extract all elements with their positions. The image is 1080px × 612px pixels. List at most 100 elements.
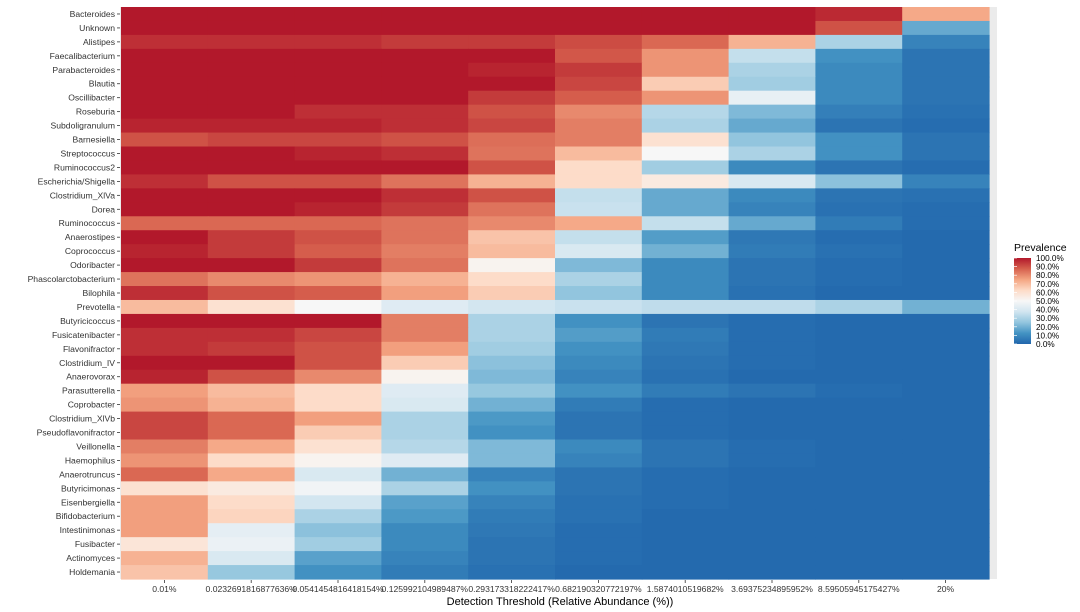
- legend-label: 90.0%: [1036, 263, 1059, 272]
- heatmap-cell: [381, 397, 469, 413]
- heatmap-cell: [641, 216, 730, 231]
- heatmap-cell: [207, 132, 296, 148]
- heatmap-cell: [815, 341, 903, 357]
- heatmap-cell: [641, 272, 730, 287]
- heatmap-cell: [381, 495, 469, 510]
- heatmap-cell: [121, 397, 209, 413]
- heatmap-cell: [381, 244, 469, 259]
- heatmap-cell: [815, 48, 903, 64]
- heatmap-cell: [815, 20, 903, 36]
- heatmap-cell: [728, 565, 816, 580]
- heatmap-cell: [555, 48, 643, 64]
- heatmap-cell: [207, 20, 296, 36]
- heatmap-cell: [555, 397, 643, 413]
- heatmap-cell: [207, 537, 296, 552]
- heatmap-cell: [815, 565, 903, 580]
- heatmap-cell: [815, 34, 903, 50]
- heatmap-cells: [121, 7, 990, 580]
- heatmap-cell: [207, 286, 296, 301]
- heatmap-cell: [468, 509, 556, 524]
- heatmap-cell: [641, 537, 730, 552]
- heatmap-cell: [641, 104, 730, 120]
- heatmap-cell: [294, 467, 382, 482]
- heatmap-cell: [902, 341, 990, 357]
- heatmap-cell: [728, 523, 816, 538]
- heatmap-cell: [728, 355, 816, 371]
- heatmap-cell: [555, 188, 643, 203]
- heatmap-cell: [555, 439, 643, 455]
- heatmap-cell: [207, 174, 296, 189]
- heatmap-cell: [468, 565, 556, 580]
- heatmap-cell: [121, 34, 209, 50]
- heatmap-cell: [641, 160, 730, 176]
- legend-colorbar: [1014, 258, 1031, 344]
- heatmap-cell: [555, 34, 643, 50]
- legend-label: 30.0%: [1036, 314, 1059, 323]
- heatmap-cell: [641, 383, 730, 399]
- heatmap-cell: [728, 104, 816, 120]
- heatmap-cell: [815, 7, 903, 22]
- heatmap-cell: [468, 299, 556, 315]
- heatmap-cell: [728, 48, 816, 64]
- heatmap-cell: [121, 509, 209, 524]
- heatmap-cell: [555, 369, 643, 385]
- heatmap-cell: [121, 230, 209, 245]
- heatmap-cell: [902, 411, 990, 427]
- heatmap-cell: [294, 34, 382, 50]
- heatmap-cell: [728, 481, 816, 496]
- heatmap-cell: [902, 272, 990, 287]
- y-tick-label: Holdemania: [69, 567, 115, 577]
- heatmap-cell: [121, 62, 209, 78]
- heatmap-cell: [815, 383, 903, 399]
- heatmap-cell: [555, 481, 643, 496]
- x-tick-label: 0.682190320772197%: [555, 584, 642, 594]
- heatmap-cell: [381, 341, 469, 357]
- heatmap-cell: [381, 286, 469, 301]
- heatmap-cell: [381, 355, 469, 371]
- heatmap-cell: [468, 425, 556, 441]
- heatmap-cell: [381, 216, 469, 231]
- heatmap-cell: [815, 299, 903, 315]
- heatmap-cell: [728, 272, 816, 287]
- heatmap-cell: [555, 258, 643, 273]
- heatmap-cell: [468, 104, 556, 120]
- heatmap-cell: [294, 118, 382, 134]
- heatmap-cell: [294, 481, 382, 496]
- heatmap-cell: [381, 174, 469, 189]
- heatmap-cell: [468, 230, 556, 245]
- heatmap-cell: [207, 216, 296, 231]
- heatmap-cell: [815, 467, 903, 482]
- heatmap-cell: [294, 551, 382, 566]
- heatmap-cell: [294, 160, 382, 176]
- heatmap-cell: [641, 48, 730, 64]
- y-tick-label: Veillonella: [76, 441, 115, 451]
- heatmap-cell: [207, 453, 296, 468]
- heatmap-cell: [121, 216, 209, 231]
- y-tick-label: Barnesiella: [72, 135, 115, 145]
- heatmap-cell: [728, 411, 816, 427]
- heatmap-cell: [121, 523, 209, 538]
- x-tick-label: 0.01%: [152, 584, 177, 594]
- y-tick-label: Bilophila: [83, 288, 116, 298]
- heatmap-cell: [121, 174, 209, 189]
- heatmap-cell: [641, 397, 730, 413]
- heatmap-cell: [468, 467, 556, 482]
- heatmap-cell: [815, 174, 903, 189]
- heatmap-cell: [815, 146, 903, 162]
- heatmap-cell: [207, 509, 296, 524]
- y-tick-label: Coprobacter: [68, 400, 115, 410]
- heatmap-cell: [555, 523, 643, 538]
- heatmap-cell: [468, 453, 556, 468]
- heatmap-cell: [294, 355, 382, 371]
- heatmap-cell: [902, 118, 990, 134]
- y-tick-label: Coprococcus: [65, 246, 115, 256]
- heatmap-cell: [728, 327, 816, 343]
- heatmap-cell: [121, 341, 209, 357]
- heatmap-cell: [207, 202, 296, 217]
- heatmap-cell: [641, 230, 730, 245]
- heatmap-cell: [728, 439, 816, 455]
- heatmap-cell: [121, 383, 209, 399]
- heatmap-cell: [555, 313, 643, 329]
- heatmap-cell: [902, 383, 990, 399]
- heatmap-cell: [641, 188, 730, 203]
